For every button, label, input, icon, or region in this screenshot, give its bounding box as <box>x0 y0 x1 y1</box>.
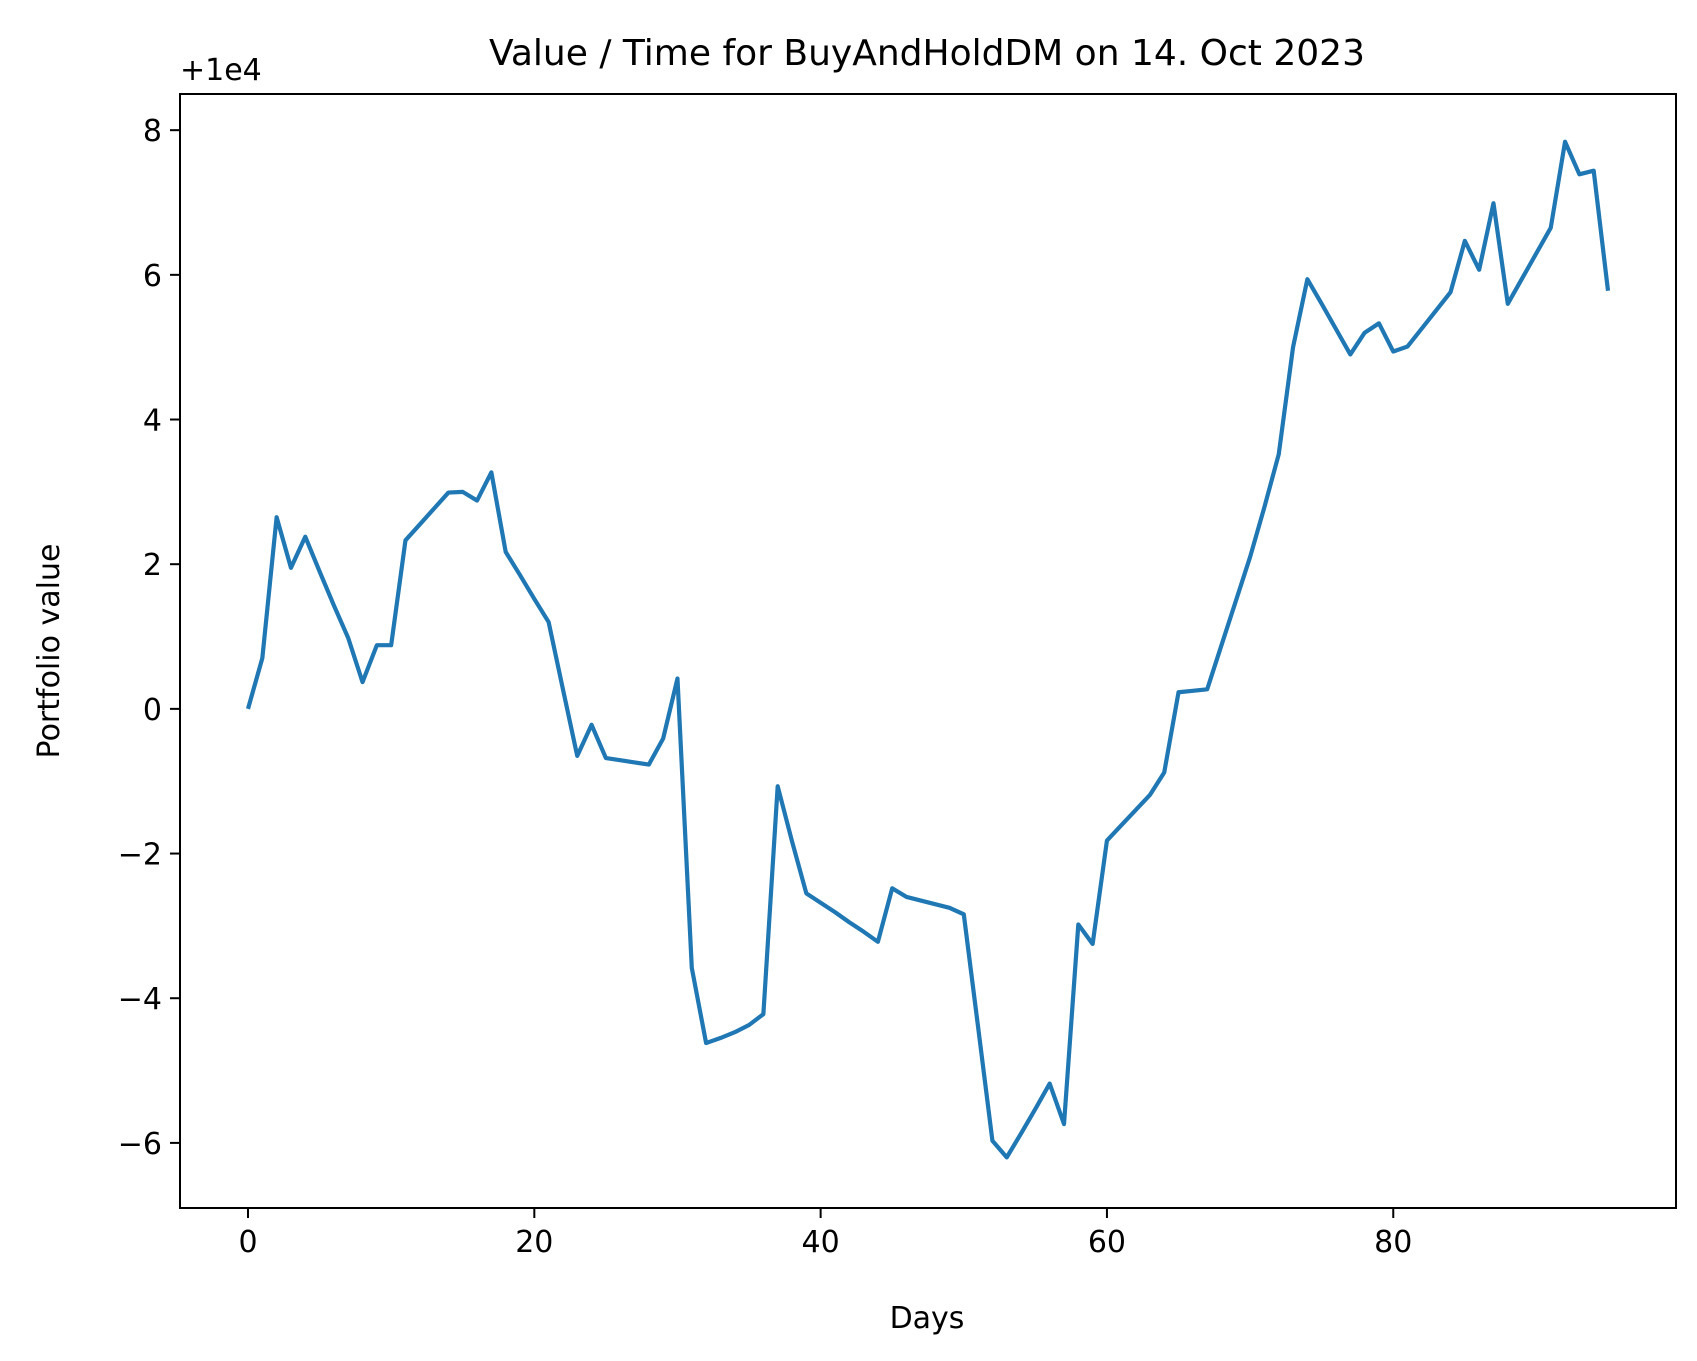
y-tick-label: 4 <box>143 404 162 439</box>
chart-title: Value / Time for BuyAndHoldDM on 14. Oct… <box>489 33 1365 74</box>
x-tick-label: 80 <box>1374 1225 1412 1260</box>
y-axis-label: Portfolio value <box>32 544 67 759</box>
y-tick-label: 0 <box>143 693 162 728</box>
y-tick-label: −2 <box>118 838 162 873</box>
x-tick-label: 40 <box>802 1225 840 1260</box>
x-tick-label: 0 <box>238 1225 257 1260</box>
plot-area <box>179 93 1677 1209</box>
y-tick-label: 8 <box>143 114 162 149</box>
y-axis: −6 −4 −2 0 2 4 6 8 <box>118 114 180 1162</box>
x-tick-label: 20 <box>515 1225 553 1260</box>
plot-frame <box>179 93 1677 1209</box>
x-tick-label: 60 <box>1088 1225 1126 1260</box>
y-tick-label: −4 <box>118 982 162 1017</box>
series-line-portfolio-value <box>245 139 1611 1160</box>
y-tick-label: 6 <box>143 259 162 294</box>
y-tick-label: 2 <box>143 548 162 583</box>
x-axis: 0 20 40 60 80 <box>238 1208 1412 1260</box>
y-tick-label: −6 <box>118 1127 162 1162</box>
x-axis-label: Days <box>890 1301 965 1336</box>
y-axis-offset-label: +1e4 <box>180 53 262 88</box>
